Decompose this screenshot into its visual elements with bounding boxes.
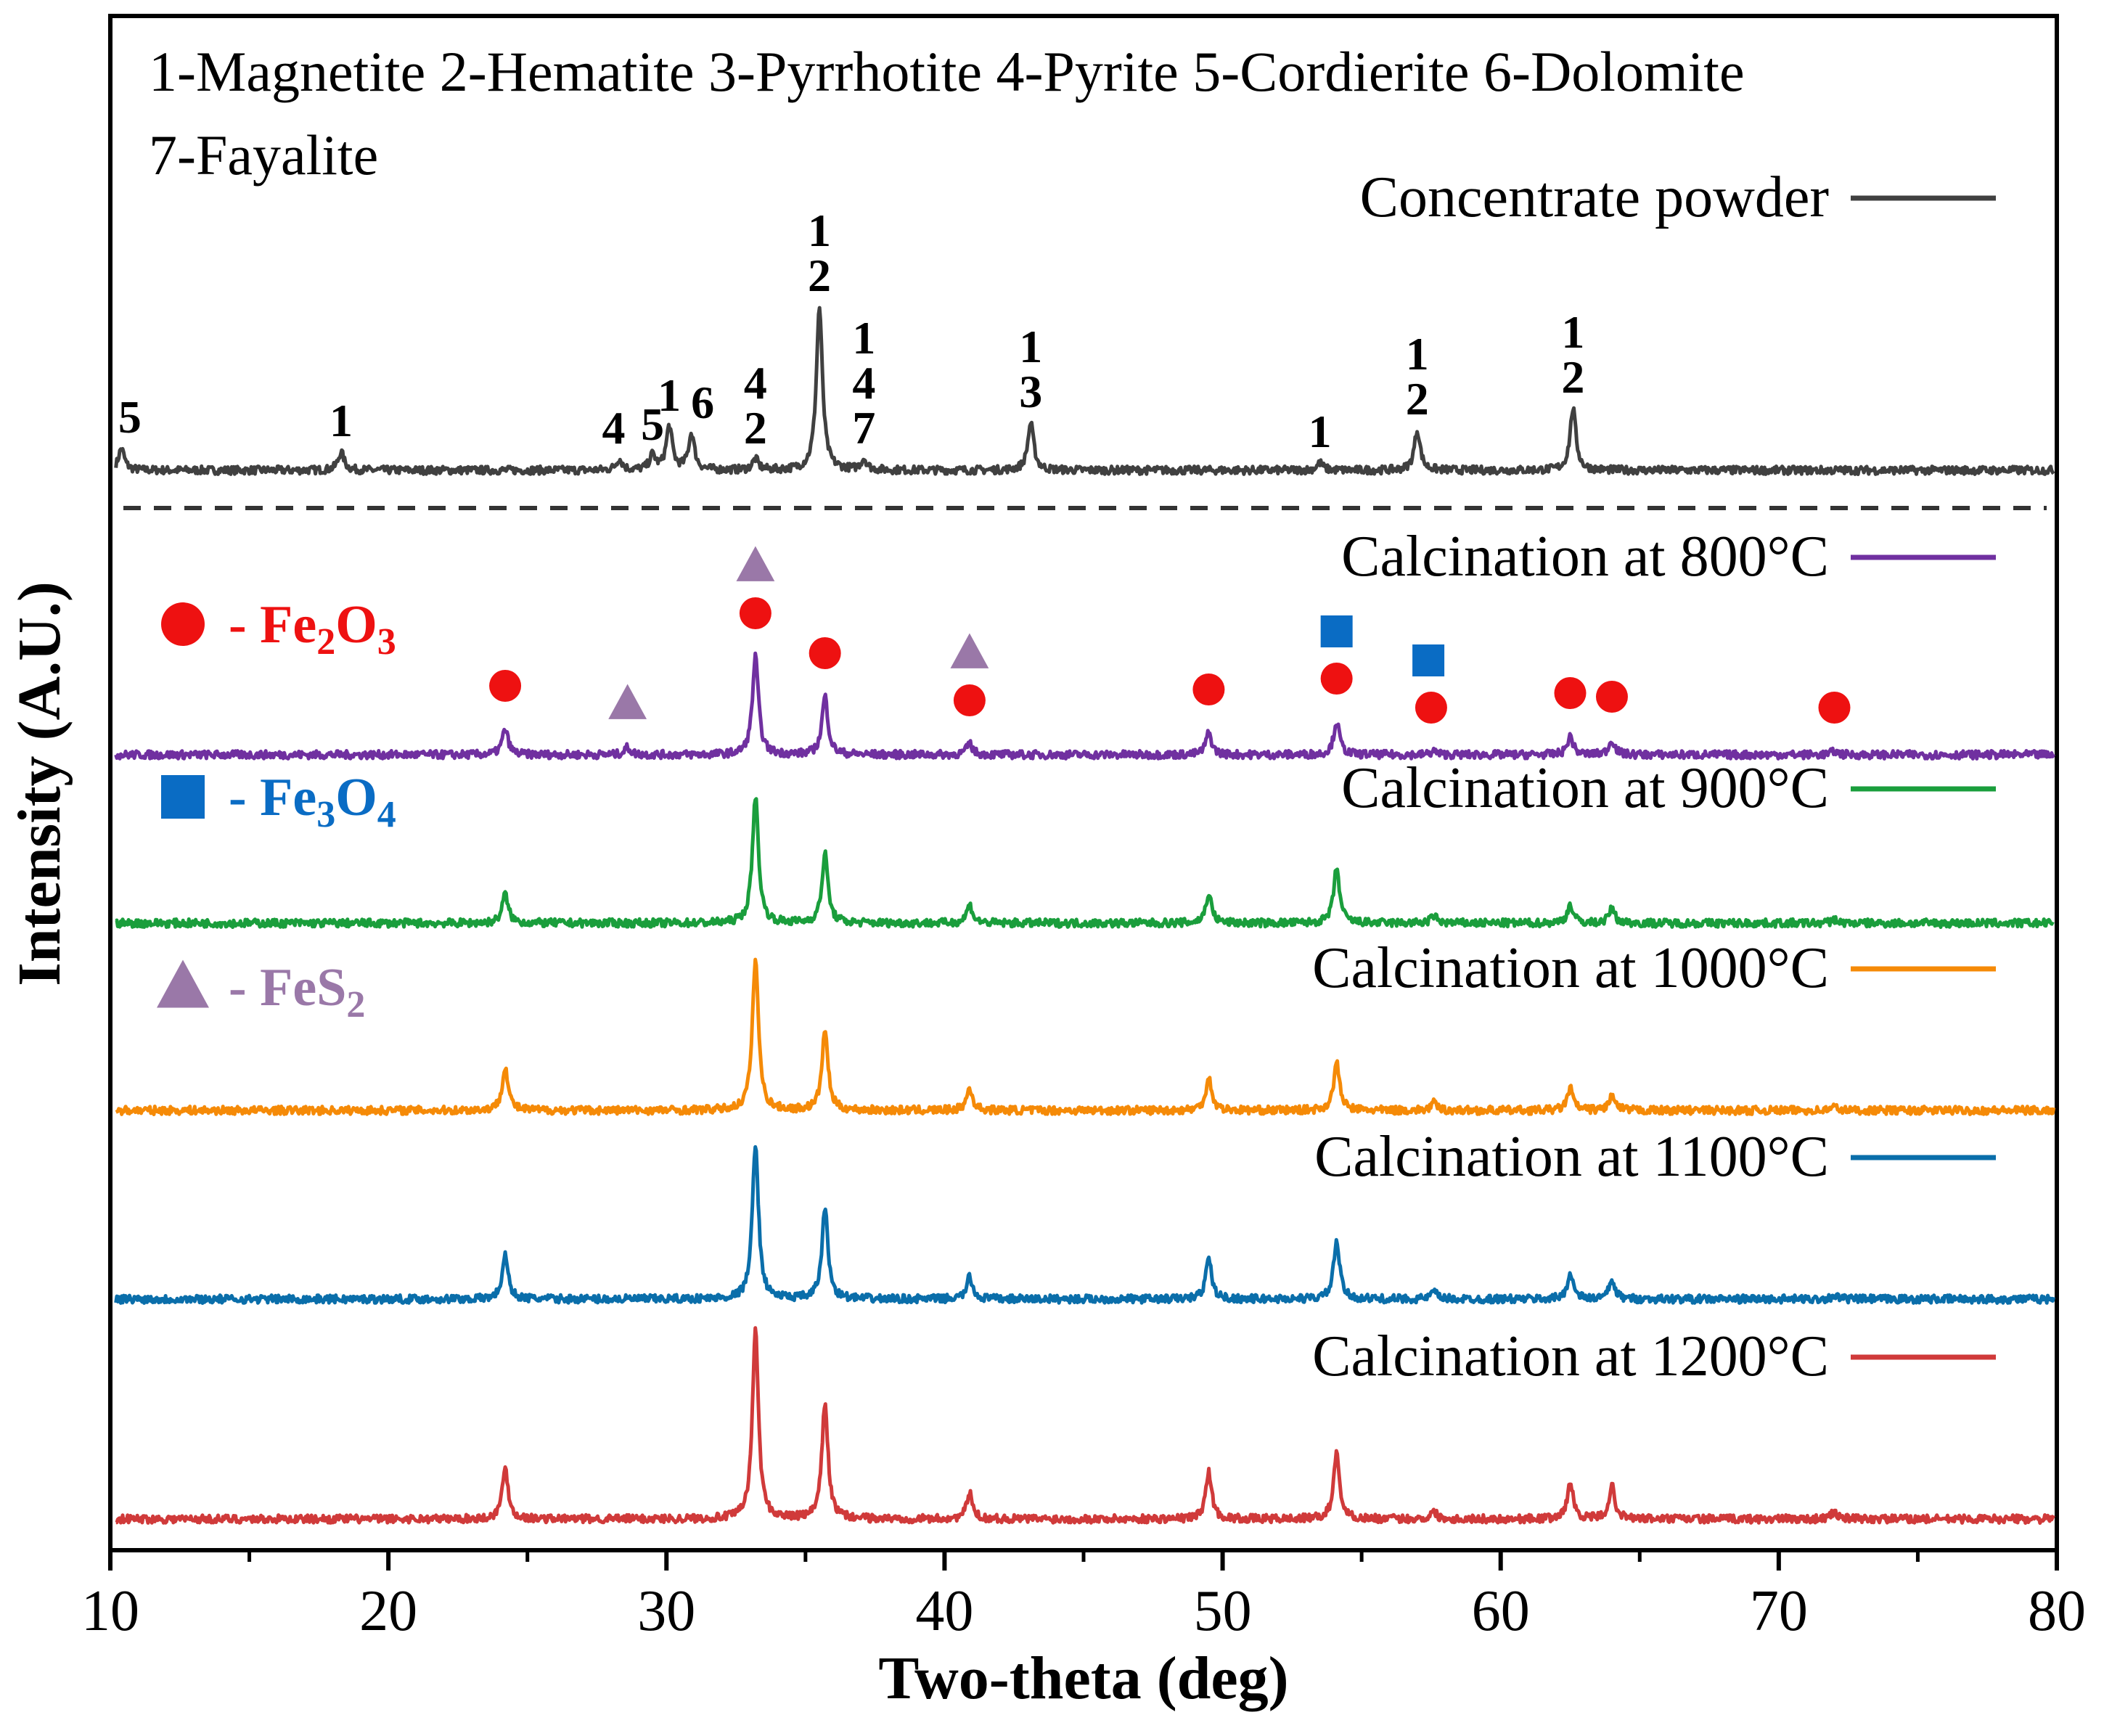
legend-label-1: Calcination at 800°C — [1341, 525, 1829, 589]
peak-label-7-1: 2 — [808, 250, 831, 301]
peak-label-10-0: 1 — [1309, 406, 1332, 457]
peak-label-8-1: 4 — [852, 357, 875, 409]
marker-circle-4 — [809, 637, 841, 669]
marker-circle-13 — [1595, 681, 1628, 713]
marker-square-9 — [1320, 615, 1353, 647]
legend-label-0: Concentrate powder — [1360, 165, 1829, 229]
phase-marker-layer — [489, 546, 1851, 724]
series-legend: Concentrate powder Calcination at 800°C Ca… — [1312, 165, 1996, 1388]
peak-label-6-1: 2 — [744, 402, 767, 454]
marker-circle-7 — [1192, 673, 1225, 705]
peak-label-8-2: 7 — [852, 402, 875, 454]
x-tick-label-0: 10 — [81, 1579, 139, 1643]
legend-label-5: Calcination at 1200°C — [1312, 1324, 1829, 1388]
x-axis: 10 20 30 40 50 60 70 80 — [81, 1550, 2086, 1643]
marker-triangle-6 — [950, 633, 989, 668]
series-line-1 — [114, 651, 2055, 761]
peak-label-12-0: 1 — [1561, 306, 1584, 358]
series-line-5 — [115, 1326, 2055, 1525]
peak-label-12-1: 2 — [1561, 351, 1584, 403]
peak-label-11-1: 2 — [1406, 373, 1429, 425]
peak-label-5-0: 6 — [691, 377, 714, 428]
phase-key-line-1: 1-Magnetite 2-Hematite 3-Pyrrhotite 4-Py… — [149, 40, 1745, 103]
marker-circle-10 — [1415, 692, 1447, 724]
series-layer — [114, 306, 2056, 1525]
peak-label-3-0: 5 — [641, 398, 664, 450]
marker-legend-square-icon — [161, 775, 205, 819]
peak-label-2-0: 4 — [602, 402, 625, 454]
marker-circle-0 — [489, 670, 522, 702]
series-line-4 — [114, 1145, 2056, 1305]
phase-key-line-2: 7-Fayalite — [149, 123, 378, 187]
marker-triangle-3 — [736, 546, 775, 581]
peak-label-1-0: 1 — [329, 395, 353, 446]
marker-circle-2 — [739, 597, 771, 629]
marker-square-11 — [1412, 644, 1445, 676]
marker-circle-5 — [953, 684, 986, 716]
legend-label-2: Calcination at 900°C — [1341, 756, 1829, 820]
x-tick-label-4: 50 — [1194, 1579, 1252, 1643]
legend-label-4: Calcination at 1100°C — [1314, 1125, 1829, 1189]
peak-label-11-0: 1 — [1406, 328, 1429, 380]
marker-legend-label-1: - Fe3O4 — [229, 768, 396, 835]
series-line-2 — [115, 797, 2055, 929]
y-axis-title: Intensity (A.U.) — [6, 581, 73, 986]
marker-legend: - Fe2O3 - Fe3O4 - FeS2 — [157, 595, 396, 1025]
marker-circle-8 — [1320, 663, 1353, 695]
marker-circle-12 — [1554, 677, 1587, 709]
marker-legend-circle-icon — [161, 602, 205, 646]
legend-label-3: Calcination at 1000°C — [1312, 936, 1829, 1000]
x-tick-label-2: 30 — [637, 1579, 695, 1643]
x-tick-label-1: 20 — [359, 1579, 417, 1643]
marker-circle-14 — [1818, 692, 1851, 724]
peak-label-7-0: 1 — [808, 205, 831, 256]
marker-triangle-1 — [608, 684, 647, 719]
peak-label-6-0: 4 — [744, 357, 767, 409]
marker-legend-label-0: - Fe2O3 — [229, 595, 396, 663]
x-axis-title: Two-theta (deg) — [878, 1645, 1288, 1712]
marker-legend-triangle-icon — [157, 959, 209, 1008]
x-tick-label-3: 40 — [915, 1579, 973, 1643]
series-line-3 — [115, 957, 2056, 1116]
peak-label-9-1: 3 — [1019, 366, 1042, 417]
peak-label-4-0: 1 — [658, 369, 681, 421]
peak-label-8-0: 1 — [852, 312, 875, 364]
x-tick-label-5: 60 — [1472, 1579, 1530, 1643]
series-line-0 — [114, 306, 2055, 476]
peak-label-0-0: 5 — [118, 391, 142, 443]
x-tick-label-7: 80 — [2028, 1579, 2086, 1643]
marker-legend-label-2: - FeS2 — [229, 958, 365, 1025]
peak-label-9-0: 1 — [1019, 321, 1042, 372]
x-tick-label-6: 70 — [1750, 1579, 1808, 1643]
